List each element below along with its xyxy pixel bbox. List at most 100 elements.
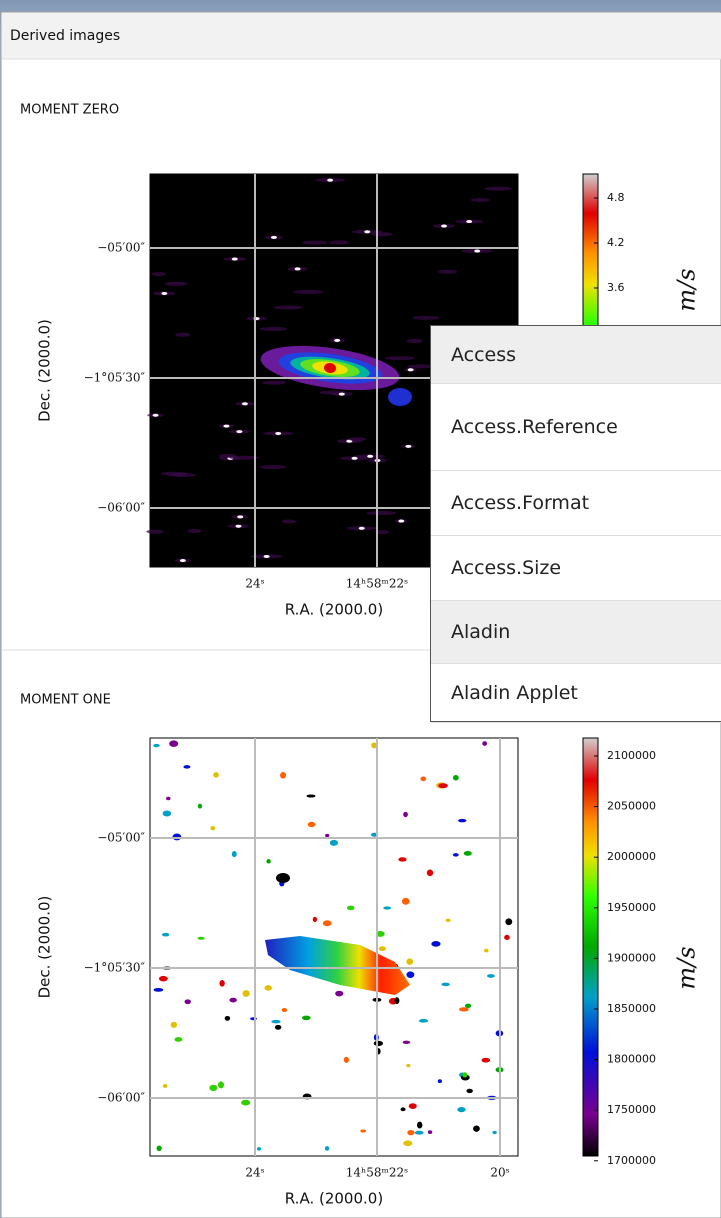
speck (174, 1037, 183, 1042)
speck (373, 1040, 384, 1047)
noise (376, 530, 390, 535)
noise (293, 289, 324, 294)
noise (470, 198, 491, 203)
speck (487, 974, 495, 978)
speck (274, 1024, 282, 1030)
colorbar-tick-label: 4.8 (607, 191, 625, 204)
colorbar (582, 737, 599, 1157)
speck (403, 1140, 413, 1147)
speck (408, 1103, 417, 1109)
x-axis-label: R.A. (2000.0) (285, 1190, 383, 1208)
speck (184, 999, 191, 1005)
context-menu: Access Access.Reference Access.Format Acces… (430, 325, 721, 723)
speck (281, 1008, 288, 1013)
noise (261, 380, 287, 385)
speck (406, 1063, 411, 1068)
noise (164, 281, 188, 286)
colorbar-tick-label: 1950000 (607, 901, 656, 914)
speck (241, 402, 248, 406)
colorbar-tick-label: 3.6 (607, 281, 625, 294)
menu-item[interactable]: Access.Format (431, 471, 721, 536)
speck (335, 990, 344, 997)
noise (281, 519, 297, 524)
speck (217, 1081, 225, 1089)
speck (383, 906, 392, 910)
speck (378, 946, 387, 952)
speck (322, 920, 332, 927)
speck (229, 997, 237, 1003)
speck (161, 291, 168, 295)
speck (280, 772, 287, 779)
menu-item[interactable]: Aladin (431, 601, 721, 664)
y-tick-label: −06′00″ (97, 1091, 145, 1105)
speck (463, 851, 472, 856)
speck (426, 869, 434, 877)
noise (273, 305, 303, 310)
noise (146, 529, 164, 534)
speck (223, 424, 230, 428)
speck (474, 249, 481, 253)
colorbar-tick-label: 2100000 (607, 749, 656, 762)
noise (229, 455, 259, 460)
noise (187, 528, 202, 533)
colorbar-tick-label: 1700000 (607, 1154, 656, 1167)
colorbar-tick-label: 2050000 (607, 800, 656, 813)
speck (329, 839, 338, 846)
noise (384, 356, 416, 361)
speck (325, 833, 330, 838)
speck (327, 178, 334, 182)
section-title: MOMENT ZERO (20, 103, 119, 118)
galaxy (388, 388, 412, 406)
speck (458, 818, 467, 823)
speck (307, 821, 316, 828)
speck (405, 444, 412, 448)
speck (401, 897, 410, 905)
speck (482, 741, 488, 746)
noise (259, 465, 287, 470)
y-tick-label: −06′00″ (97, 501, 145, 515)
speck (398, 857, 407, 862)
speck (358, 526, 365, 530)
colorbar-tick-label: 4.2 (607, 236, 625, 249)
speck (162, 1084, 168, 1088)
speck (466, 1088, 473, 1094)
speck (161, 932, 170, 937)
speck (466, 220, 473, 224)
menu-item[interactable]: Aladin Applet (431, 664, 721, 723)
speck (360, 1129, 367, 1133)
speck (152, 413, 159, 417)
speck (371, 742, 377, 749)
speck (264, 985, 272, 991)
y-tick-label: −05′00″ (97, 241, 145, 255)
speck (324, 1146, 330, 1151)
colorbar-unit: m/s (673, 268, 701, 311)
colorbar-tick-label: 1850000 (607, 1002, 656, 1015)
speck (375, 930, 385, 937)
noise (407, 364, 434, 369)
noise (412, 315, 440, 320)
speck (294, 267, 301, 271)
speck (458, 1007, 469, 1012)
speck (162, 810, 172, 817)
speck (153, 743, 160, 748)
noise (302, 240, 328, 245)
speck (301, 1015, 311, 1021)
speck (427, 1130, 433, 1134)
colorbar-tick-label: 2000000 (607, 850, 656, 863)
speck (158, 975, 168, 982)
speck (166, 796, 171, 801)
speck (441, 982, 450, 987)
speck (172, 833, 182, 841)
speck (242, 990, 250, 997)
speck (438, 783, 448, 789)
speck (275, 431, 282, 435)
menu-item[interactable]: Access.Reference (431, 384, 721, 471)
speck (504, 934, 510, 941)
speck (306, 794, 316, 798)
menu-item[interactable]: Access.Size (431, 536, 721, 601)
x-tick-label: 24ˢ (245, 1166, 264, 1180)
noise (175, 332, 191, 337)
x-tick-label: 14ʰ58ᵐ22ˢ (346, 1166, 408, 1180)
speck (213, 772, 219, 778)
noise (259, 326, 288, 331)
